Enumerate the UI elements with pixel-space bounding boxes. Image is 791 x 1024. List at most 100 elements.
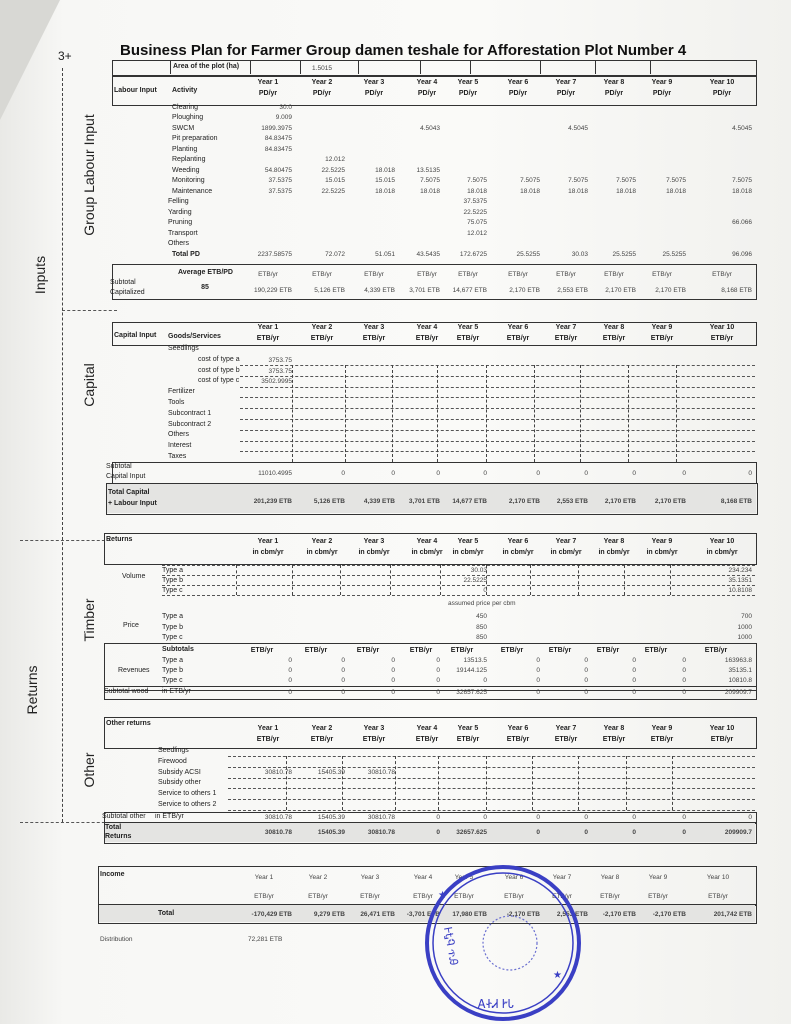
area-value: 1.5015 [312, 65, 332, 72]
capital-header-year-8: Year 8 [603, 324, 625, 331]
subtotal-other-value: 15405.39 [317, 814, 345, 821]
revenue-type-label: Type a [162, 657, 184, 664]
revenue-value: 0 [584, 657, 588, 664]
total-returns-label: Total [105, 824, 122, 831]
other-header-unit: ETB/yr [310, 736, 334, 743]
timber-header-year-4: Year 4 [416, 538, 438, 545]
grid-dashed-col [580, 365, 581, 463]
subtotals-label: Subtotals [162, 646, 194, 653]
grid-dashed-col [672, 756, 673, 810]
subtotal-other-value: 0 [436, 814, 440, 821]
activity-label: SWCM [172, 125, 195, 132]
goods-label: Interest [168, 442, 192, 450]
timber-header-box [104, 533, 757, 565]
subtotal-wood-label: Subtotal wood [104, 688, 149, 695]
volume-value: 35.1351 [728, 577, 753, 584]
volume-label: Volume [122, 573, 146, 580]
income-total-value: -2,170 ETB [652, 911, 686, 918]
labour-subtotal-unit: ETB/yr [508, 271, 528, 278]
subtotals-unit: ETB/yr [644, 647, 668, 654]
grid-dashed-col [286, 756, 287, 810]
income-year-6: Year 6 [504, 874, 524, 881]
total-capital-value: 4,339 ETB [363, 498, 395, 505]
capital-header-year-2: Year 2 [311, 324, 333, 331]
other-header-unit: ETB/yr [456, 736, 480, 743]
income-unit: ETB/yr [254, 893, 274, 900]
subtotal-wood-value: 0 [391, 689, 395, 696]
activity-value: 75.075 [467, 219, 487, 226]
total-pd-label: Total PD [172, 251, 200, 258]
revenue-value: 0 [682, 657, 686, 664]
total-capital-value: 3,701 ETB [408, 498, 440, 505]
total-returns-value: 0 [682, 829, 686, 836]
price-value: 1000 [737, 634, 752, 641]
income-unit: ETB/yr [454, 893, 474, 900]
grid-dashed-col [390, 565, 391, 595]
income-year-4: Year 4 [413, 874, 433, 881]
price-value: 700 [741, 613, 752, 620]
activity-value: 18.018 [520, 188, 540, 195]
section-bracket-returns [62, 532, 63, 822]
other-header-year-6: Year 6 [507, 725, 529, 732]
goods-value: 3502.9995 [261, 378, 292, 386]
grid-dashed-col [292, 565, 293, 595]
labour-subtotal-value: 190,229 ETB [254, 287, 292, 294]
grid-dashed-row [228, 777, 755, 779]
labour-subtotal-unit: ETB/yr [364, 271, 384, 278]
grid-dashed-col [486, 756, 487, 810]
revenue-value: 0 [391, 657, 395, 664]
labour-header-year-2: Year 2 [311, 79, 333, 86]
total-returns-value: 32657.625 [456, 829, 487, 836]
subtotal-wood-value: 0 [288, 689, 292, 696]
labour-header-year-1: Year 1 [257, 79, 279, 86]
income-unit: ETB/yr [413, 893, 433, 900]
grid-dashed-row [240, 386, 755, 388]
activity-label: Monitoring [172, 177, 205, 184]
subtotal-wood-unit: in ETB/yr [162, 688, 191, 695]
income-total-value: -2,170 ETB [506, 911, 540, 918]
activity-label: Replanting [172, 156, 206, 163]
returns-label: Returns [105, 833, 132, 840]
activity-value: 15.015 [375, 177, 395, 184]
timber-header-unit: in cbm/yr [502, 549, 534, 556]
volume-value: 22.5225 [463, 577, 488, 584]
svg-text:★: ★ [438, 890, 447, 901]
capital-subtotal-value: 0 [436, 470, 440, 477]
capital-header-unit: ETB/yr [415, 335, 439, 342]
activity-value: 4.5043 [420, 125, 440, 132]
side-label-timber: Timber [81, 598, 97, 642]
average-etb-pd-label: Average ETB/PD [178, 269, 233, 276]
capital-header-year-10: Year 10 [709, 324, 735, 331]
grid-dashed-row [240, 440, 755, 442]
subtotal-other-value: 0 [584, 814, 588, 821]
revenue-value: 0 [682, 677, 686, 684]
price-value: 850 [476, 623, 487, 631]
revenue-value: 0 [341, 677, 345, 684]
revenue-value: 0 [436, 677, 440, 684]
capital-subtotal-value: 0 [748, 470, 752, 477]
area-row-box [112, 60, 757, 76]
capital-header-year-7: Year 7 [555, 324, 577, 331]
folded-corner [0, 0, 60, 120]
activity-value: 84.83475 [264, 135, 292, 142]
subtotals-unit: ETB/yr [548, 647, 572, 654]
volume-type-label: Type b [162, 577, 184, 584]
grid-dashed-row [162, 595, 755, 596]
activity-value: 37.5375 [268, 188, 293, 195]
svg-text:★: ★ [553, 970, 562, 981]
capital-input-label: Capital Input [106, 473, 146, 480]
labour-subtotal-value: 2,170 ETB [655, 287, 686, 294]
income-unit: ETB/yr [504, 893, 524, 900]
activity-value: 18.018 [375, 167, 395, 174]
area-cell-divider [420, 60, 421, 74]
capital-header-unit: ETB/yr [602, 335, 626, 342]
volume-value: 30.03 [470, 567, 487, 574]
timber-header-unit: in cbm/yr [252, 549, 284, 556]
price-type-label: Type a [162, 613, 184, 620]
total-capital-value: 2,170 ETB [604, 498, 636, 505]
other-return-label: Seedlings [158, 747, 189, 754]
goods-label: Subcontract 1 [168, 409, 212, 417]
capital-subtotal-value: 0 [584, 470, 588, 477]
labour-header-unit: PD/yr [417, 90, 437, 97]
income-unit: ETB/yr [708, 893, 728, 900]
